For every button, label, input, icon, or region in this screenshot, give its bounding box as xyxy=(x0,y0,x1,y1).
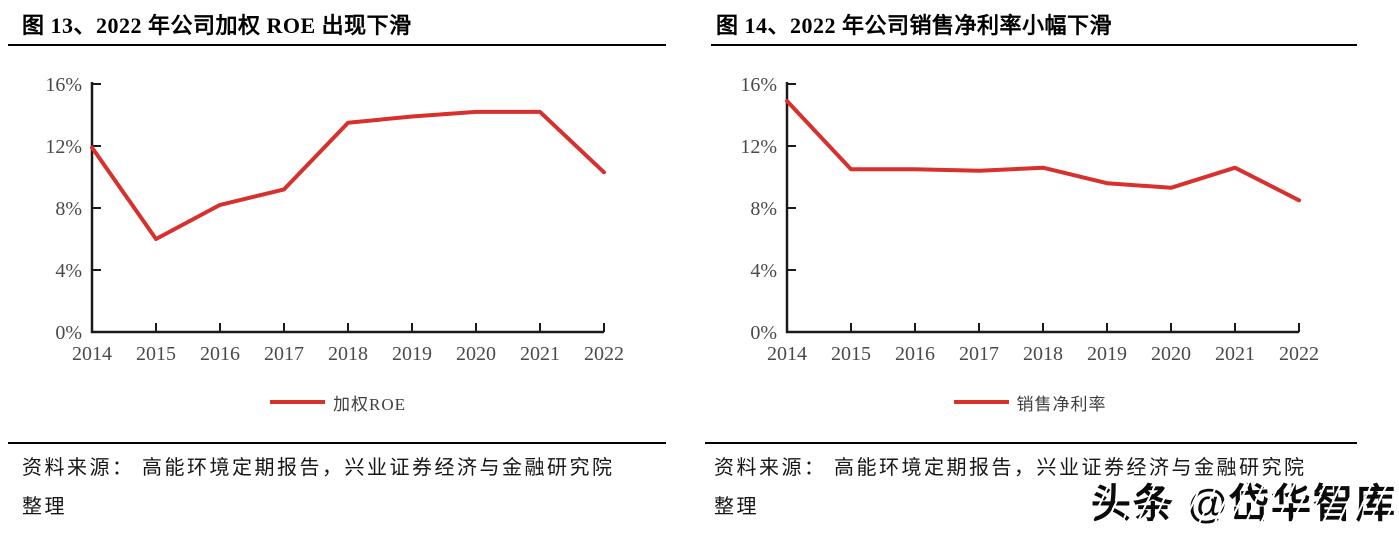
x-tick-label: 2022 xyxy=(584,343,624,365)
source-rule-left xyxy=(8,442,666,444)
series-line-销售净利率 xyxy=(785,99,1301,203)
figure-14-title: 图 14、2022 年公司销售净利率小幅下滑 xyxy=(716,13,1113,38)
chart-0: 0% 4% 8% 12% 16% 2014 2015 2016 2017 2018 2019 2020… xyxy=(45,74,624,365)
x-tick-label: 2014 xyxy=(72,343,112,365)
legend-label: 加权ROE xyxy=(333,394,406,414)
y-tick-label: 0% xyxy=(750,322,777,344)
source-line-1: 资料来源： 高能环境定期报告，兴业证券经济与金融研究院 xyxy=(22,457,615,479)
series-line-加权ROE xyxy=(90,109,606,241)
source-note-right: 资料来源： 高能环境定期报告，兴业证券经济与金融研究院 整理 xyxy=(714,449,1307,527)
y-tick-label: 16% xyxy=(45,74,82,96)
title-rule-right xyxy=(711,44,1357,46)
source-line-1: 资料来源： 高能环境定期报告，兴业证券经济与金融研究院 xyxy=(714,457,1307,479)
x-tick-label: 2017 xyxy=(959,343,999,365)
x-tick-label: 2020 xyxy=(456,343,496,365)
source-line-2: 整理 xyxy=(714,496,759,518)
x-tick-label: 2016 xyxy=(200,343,240,365)
x-tick-label: 2018 xyxy=(328,343,368,365)
legend-line-swatch xyxy=(953,400,1009,404)
legend-line-swatch xyxy=(270,400,325,404)
source-line-2: 整理 xyxy=(22,496,67,518)
source-rule-right xyxy=(705,442,1357,444)
y-tick-label: 12% xyxy=(740,136,777,158)
x-tick-label: 2019 xyxy=(1087,343,1127,365)
y-tick-label: 4% xyxy=(750,260,777,282)
y-tick-label: 8% xyxy=(750,198,777,220)
x-tick-label: 2021 xyxy=(520,343,560,365)
toutiao-watermark: 头条 @岱华智库 xyxy=(1091,471,1397,529)
source-note-left: 资料来源： 高能环境定期报告，兴业证券经济与金融研究院 整理 xyxy=(22,449,615,527)
x-tick-label: 2015 xyxy=(136,343,176,365)
x-tick-label: 2022 xyxy=(1279,343,1319,365)
x-tick-label: 2020 xyxy=(1151,343,1191,365)
chart-1: 0% 4% 8% 12% 16% 2014 2015 2016 2017 2018 2019 2020… xyxy=(740,74,1319,365)
y-tick-label: 16% xyxy=(740,74,777,96)
x-tick-label: 2014 xyxy=(767,343,807,365)
x-tick-label: 2018 xyxy=(1023,343,1063,365)
x-tick-label: 2016 xyxy=(895,343,935,365)
x-tick-label: 2019 xyxy=(392,343,432,365)
legend-left: 加权ROE xyxy=(8,391,668,414)
y-tick-label: 12% xyxy=(45,136,82,158)
x-tick-label: 2017 xyxy=(264,343,304,365)
y-tick-label: 4% xyxy=(55,260,82,282)
legend-label: 销售净利率 xyxy=(1016,394,1107,414)
title-rule-left xyxy=(8,44,666,46)
x-tick-label: 2021 xyxy=(1215,343,1255,365)
figure-13-title: 图 13、2022 年公司加权 ROE 出现下滑 xyxy=(22,13,412,38)
axis-lines xyxy=(785,82,1299,334)
x-tick-label: 2015 xyxy=(831,343,871,365)
y-tick-label: 8% xyxy=(55,198,82,220)
axis-lines xyxy=(90,82,604,334)
y-tick-label: 0% xyxy=(55,322,82,344)
legend-right: 销售净利率 xyxy=(700,391,1360,414)
